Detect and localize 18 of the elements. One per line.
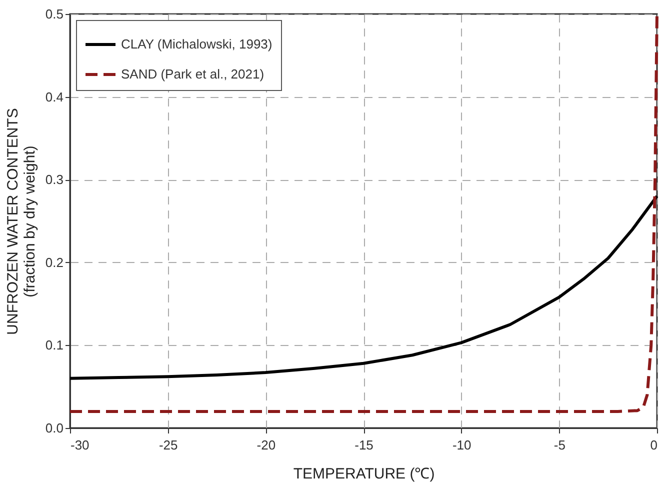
x-tick-label: -10 <box>452 438 472 452</box>
y-axis-title: UNFROZEN WATER CONTENTS (fraction by dry weight) <box>4 108 38 335</box>
y-tick-label: 0.2 <box>45 254 64 270</box>
x-tick-label: -30 <box>70 438 90 452</box>
y-tick-label: 0.4 <box>45 89 64 104</box>
x-axis-title: TEMPERATURE (℃) <box>293 466 435 482</box>
line-series <box>68 194 658 380</box>
x-tick-label: 0 <box>650 438 658 452</box>
y-tick-label: 0.3 <box>45 172 64 188</box>
y-tick-label: 0.5 <box>45 6 64 22</box>
x-tick-label: -15 <box>354 438 374 452</box>
y-tick-label: 0.0 <box>45 420 64 436</box>
legend-label: CLAY (Michalowski, 1993) <box>121 36 272 52</box>
legend-label: SAND (Park et al., 2021) <box>121 66 264 82</box>
x-tick-label: -20 <box>256 438 276 452</box>
x-tick-label: -25 <box>158 438 178 452</box>
y-tick-label: 0.1 <box>45 338 64 353</box>
x-tick-label: -5 <box>554 438 566 452</box>
